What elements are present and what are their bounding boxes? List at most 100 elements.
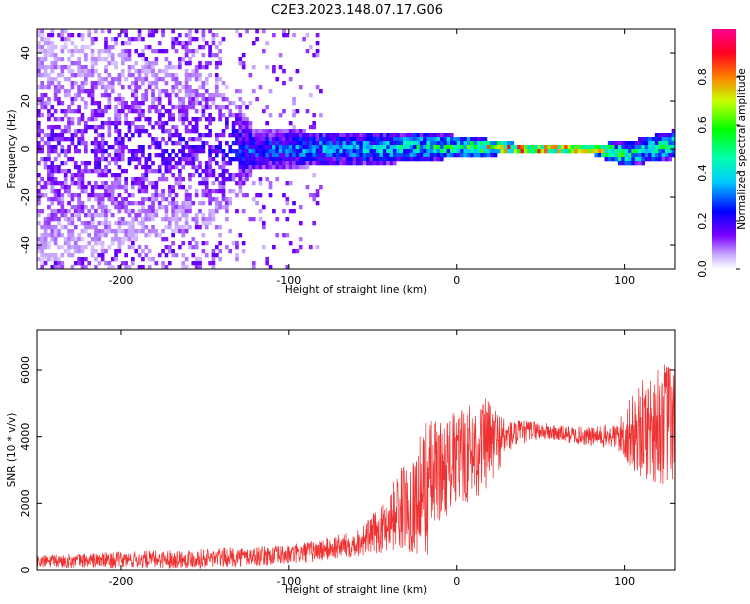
spectrogram-cell: [117, 109, 122, 114]
spectrogram-cell: [188, 157, 192, 162]
spectrogram-cell: [131, 65, 135, 70]
spectrogram-cell: [668, 149, 672, 154]
spectrogram-cell: [127, 193, 132, 198]
spectrogram-cell: [137, 53, 142, 58]
spectrogram-cell: [77, 105, 81, 110]
spectrogram-cell: [107, 225, 112, 230]
spectrogram-cell: [151, 197, 155, 202]
spectrogram-cell: [429, 153, 434, 158]
spectrogram-cell: [131, 217, 135, 222]
spectrogram-cell: [70, 85, 75, 90]
spectrogram-cell: [107, 117, 112, 122]
spectrogram-cell: [560, 149, 565, 154]
y-tick-label: 0: [19, 567, 32, 574]
spectrogram-cell: [120, 261, 125, 266]
spectrogram-cell: [53, 181, 58, 186]
spectrogram-cell: [97, 101, 102, 106]
spectrogram-cell: [648, 153, 652, 158]
spectrogram-cell: [214, 161, 219, 166]
spectrogram-cell: [191, 201, 196, 206]
spectrogram-cell: [151, 101, 155, 106]
spectrogram-cell: [231, 149, 236, 154]
spectrogram-cell: [124, 237, 128, 242]
spectrogram-cell: [50, 213, 55, 218]
spectrogram-cell: [379, 137, 384, 142]
spectrogram-cell: [450, 153, 454, 158]
spectrogram-cell: [57, 89, 61, 94]
spectrogram-cell: [379, 161, 384, 166]
spectrogram-cell: [73, 97, 78, 102]
spectrogram-cell: [114, 201, 118, 206]
spectrogram-cell: [164, 121, 169, 126]
spectrogram-cell: [288, 77, 293, 82]
spectrogram-cell: [117, 137, 122, 142]
spectrogram-cell: [641, 157, 646, 162]
spectrogram-cell: [201, 213, 206, 218]
spectrogram-cell: [433, 137, 437, 142]
spectrogram-cell: [275, 165, 280, 170]
spectrogram-cell: [624, 145, 629, 150]
spectrogram-cell: [134, 201, 139, 206]
spectrogram-cell: [231, 113, 236, 118]
spectrogram-cell: [40, 29, 45, 34]
spectrogram-cell: [67, 125, 71, 130]
spectrogram-cell: [597, 153, 602, 158]
spectrogram-cell: [225, 161, 229, 166]
spectrogram-cell: [265, 257, 269, 262]
spectrogram-cell: [517, 149, 521, 154]
spectrogram-cell: [181, 145, 186, 150]
spectrogram-cell: [298, 205, 303, 210]
spectrogram-cell: [268, 265, 273, 270]
spectrogram-cell: [70, 217, 75, 222]
spectrogram-cell: [124, 117, 128, 122]
spectrogram-cell: [110, 37, 115, 42]
spectrogram-cell: [456, 137, 461, 142]
spectrogram-cell: [100, 185, 105, 190]
spectrogram-cell: [607, 145, 612, 150]
spectrogram-cell: [77, 261, 81, 266]
spectrogram-cell: [53, 237, 58, 242]
spectrogram-cell: [231, 173, 236, 178]
spectrogram-cell: [151, 81, 155, 86]
spectrogram-cell: [167, 165, 172, 170]
spectrogram-cell: [134, 229, 139, 234]
spectrogram-cell: [544, 149, 548, 154]
spectrogram-cell: [403, 145, 407, 150]
spectrogram-cell: [50, 41, 55, 46]
spectrogram-cell: [131, 153, 135, 158]
spectrogram-cell: [436, 141, 441, 146]
spectrogram-cell: [40, 49, 45, 54]
spectrogram-cell: [228, 149, 233, 154]
spectrogram-cell: [547, 149, 552, 154]
spectrogram-cell: [497, 145, 501, 150]
spectrogram-cell: [376, 153, 380, 158]
spectrogram-cell: [178, 169, 182, 174]
spectrogram-cell: [554, 149, 558, 154]
spectrogram-cell: [241, 249, 246, 254]
spectrogram-cell: [433, 153, 437, 158]
spectrogram-cell: [288, 157, 293, 162]
spectrogram-cell: [248, 137, 253, 142]
spectrogram-cell: [255, 201, 259, 206]
spectrogram-cell: [251, 141, 256, 146]
spectrogram-cell: [235, 105, 239, 110]
spectrogram-cell: [154, 105, 159, 110]
spectrogram-cell: [329, 137, 333, 142]
spectrogram-cell: [416, 157, 421, 162]
spectrogram-cell: [174, 209, 179, 214]
spectrogram-cell: [221, 37, 226, 42]
spectrogram-cell: [161, 77, 165, 82]
spectrogram-cell: [107, 105, 112, 110]
spectrogram-cell: [288, 141, 293, 146]
spectrogram-cell: [117, 153, 122, 158]
spectrogram-cell: [419, 145, 424, 150]
spectrogram-cell: [295, 137, 300, 142]
spectrogram-cell: [80, 221, 85, 226]
spectrogram-cell: [137, 101, 142, 106]
spectrogram-cell: [107, 121, 112, 126]
spectrogram-cell: [191, 37, 196, 42]
spectrogram-cell: [137, 149, 142, 154]
spectrogram-cell: [131, 229, 135, 234]
spectrogram-cell: [80, 237, 85, 242]
